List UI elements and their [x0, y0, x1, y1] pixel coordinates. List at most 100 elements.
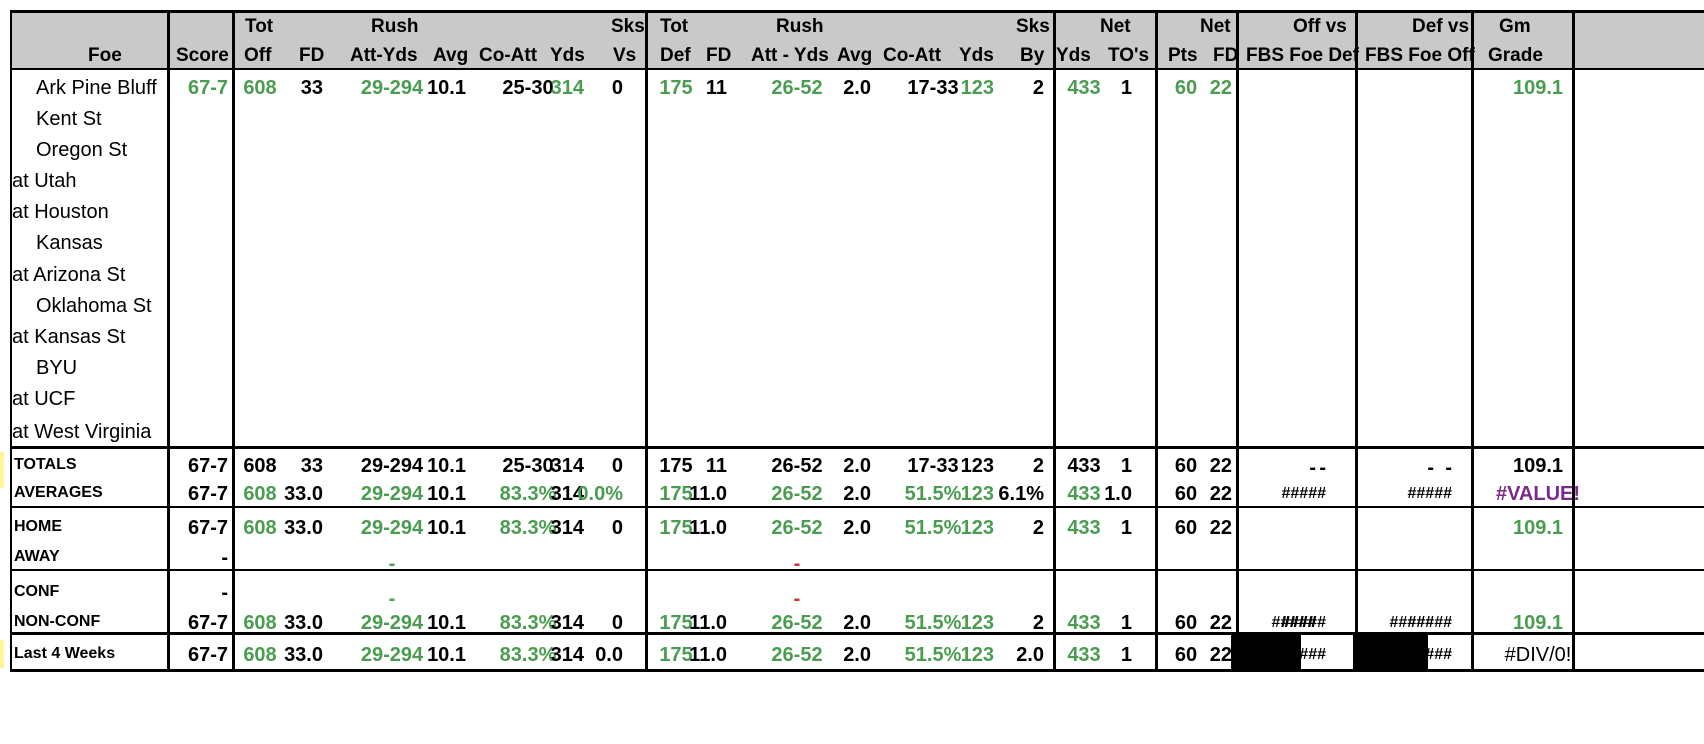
- header-off-vs-2[interactable]: FBS Foe Def: [1246, 45, 1359, 66]
- totals-co-att[interactable]: 25-30: [502, 455, 554, 477]
- totals-avg2[interactable]: 2.0: [843, 455, 871, 477]
- home-co-att2[interactable]: 51.5%: [904, 517, 962, 539]
- game-foe[interactable]: at Houston: [12, 201, 109, 223]
- totals-def-b[interactable]: -: [1445, 457, 1452, 479]
- game-co-att[interactable]: 25-30: [502, 77, 554, 99]
- totals-net-fd[interactable]: 22: [1209, 455, 1232, 477]
- header-score[interactable]: Score: [176, 45, 229, 66]
- totals-tos[interactable]: 1: [1120, 455, 1132, 477]
- game-foe[interactable]: Oklahoma St: [36, 295, 152, 317]
- game-net-fd[interactable]: 22: [1209, 77, 1232, 99]
- nonconf-net-pts[interactable]: 60: [1174, 612, 1198, 634]
- header-avg2[interactable]: Avg: [837, 45, 873, 66]
- averages-rush2[interactable]: 26-52: [771, 483, 823, 505]
- game-net-pts[interactable]: 60: [1174, 77, 1198, 99]
- nonconf-def-b[interactable]: #####: [1407, 614, 1453, 631]
- averages-fd2[interactable]: 11.0: [689, 483, 727, 505]
- game-co-att2[interactable]: 17-33: [907, 77, 959, 99]
- home-co-att[interactable]: 83.3%: [499, 517, 557, 539]
- last4-net-pts[interactable]: 60: [1174, 644, 1198, 666]
- header-sks-by-1[interactable]: Sks: [1016, 16, 1050, 37]
- nonconf-grade[interactable]: 109.1: [1512, 612, 1564, 634]
- averages-score[interactable]: 67-7: [187, 483, 228, 505]
- header-sks-by-2[interactable]: By: [1020, 45, 1045, 66]
- nonconf-yds[interactable]: 314: [550, 612, 584, 634]
- away-label[interactable]: AWAY: [14, 548, 60, 565]
- averages-def-b[interactable]: #####: [1407, 485, 1453, 502]
- header-net-2[interactable]: Net: [1200, 16, 1231, 37]
- last4-avg[interactable]: 10.1: [427, 644, 466, 666]
- averages-label[interactable]: AVERAGES: [14, 484, 103, 501]
- nonconf-label[interactable]: NON-CONF: [14, 613, 101, 630]
- header-net-fd[interactable]: FD: [1213, 45, 1239, 66]
- away-rush[interactable]: -: [388, 553, 396, 575]
- averages-yds[interactable]: 314: [550, 483, 584, 505]
- header-net-yds[interactable]: Yds: [1056, 45, 1091, 66]
- home-label[interactable]: HOME: [14, 518, 62, 535]
- totals-sks-vs[interactable]: 0: [611, 455, 623, 477]
- last4-yds[interactable]: 314: [550, 644, 584, 666]
- last4-co-att2[interactable]: 51.5%: [904, 644, 962, 666]
- game-grade[interactable]: 109.1: [1512, 77, 1564, 99]
- game-foe[interactable]: Kansas: [36, 232, 103, 254]
- nonconf-co-att2[interactable]: 51.5%: [904, 612, 962, 634]
- header-off-vs-1[interactable]: Off vs: [1293, 16, 1347, 37]
- totals-off-b[interactable]: -: [1319, 457, 1326, 479]
- nonconf-avg[interactable]: 10.1: [427, 612, 466, 634]
- last4-fd[interactable]: 33.0: [284, 644, 323, 666]
- game-foe[interactable]: Ark Pine Bluff: [36, 77, 157, 99]
- last4-score[interactable]: 67-7: [187, 644, 228, 666]
- nonconf-fd[interactable]: 33.0: [284, 612, 323, 634]
- header-rush-1[interactable]: Rush: [371, 16, 419, 37]
- totals-sks-by[interactable]: 2: [1032, 455, 1044, 477]
- totals-net-pts[interactable]: 60: [1174, 455, 1198, 477]
- away-score[interactable]: -: [221, 547, 228, 569]
- averages-net-pts[interactable]: 60: [1174, 483, 1198, 505]
- nonconf-fd2[interactable]: 11.0: [689, 612, 727, 634]
- header-co-att2[interactable]: Co-Att: [883, 45, 942, 66]
- totals-off-a[interactable]: -: [1309, 457, 1316, 479]
- header-avg[interactable]: Avg: [433, 45, 469, 66]
- nonconf-tot-def[interactable]: 175: [659, 612, 693, 634]
- averages-off-b[interactable]: #####: [1281, 485, 1327, 502]
- nonconf-yds2[interactable]: 123: [960, 612, 994, 634]
- game-sks-vs[interactable]: 0: [611, 77, 623, 99]
- home-tos[interactable]: 1: [1120, 517, 1132, 539]
- nonconf-net-fd[interactable]: 22: [1209, 612, 1232, 634]
- totals-fd[interactable]: 33: [300, 455, 323, 477]
- nonconf-net-yds[interactable]: 433: [1067, 612, 1101, 634]
- header-tot-def-2[interactable]: Def: [660, 45, 691, 66]
- averages-avg[interactable]: 10.1: [427, 483, 466, 505]
- totals-rush[interactable]: 29-294: [360, 455, 424, 477]
- game-foe[interactable]: at Kansas St: [12, 326, 126, 348]
- last4-grade[interactable]: #DIV/0!: [1504, 644, 1572, 666]
- game-foe[interactable]: BYU: [36, 357, 78, 379]
- game-score[interactable]: 67-7: [187, 77, 228, 99]
- last4-tot-off[interactable]: 608: [243, 644, 277, 666]
- last4-tot-def[interactable]: 175: [659, 644, 693, 666]
- last4-co-att[interactable]: 83.3%: [499, 644, 557, 666]
- averages-sks-by[interactable]: 6.1%: [998, 483, 1044, 505]
- last4-label[interactable]: Last 4 Weeks: [14, 645, 116, 662]
- nonconf-rush2[interactable]: 26-52: [771, 612, 823, 634]
- header-def-vs-1[interactable]: Def vs: [1412, 16, 1470, 37]
- home-fd[interactable]: 33.0: [284, 517, 323, 539]
- totals-yds[interactable]: 314: [550, 455, 584, 477]
- game-yds[interactable]: 314: [550, 77, 584, 99]
- header-sks-vs-1[interactable]: Sks: [611, 16, 645, 37]
- header-net-pts[interactable]: Pts: [1168, 45, 1198, 66]
- averages-rush[interactable]: 29-294: [360, 483, 424, 505]
- header-rush2-1[interactable]: Rush: [776, 16, 824, 37]
- header-tot-off-1[interactable]: Tot: [245, 16, 274, 37]
- header-net-1[interactable]: Net: [1100, 16, 1131, 37]
- home-yds2[interactable]: 123: [960, 517, 994, 539]
- averages-tot-off[interactable]: 608: [243, 483, 277, 505]
- last4-sks-by[interactable]: 2.0: [1016, 644, 1044, 666]
- header-rush-2[interactable]: Att-Yds: [350, 45, 418, 66]
- averages-net-yds[interactable]: 433: [1067, 483, 1101, 505]
- totals-rush2[interactable]: 26-52: [771, 455, 823, 477]
- totals-yds2[interactable]: 123: [960, 455, 994, 477]
- header-rush2-2[interactable]: Att - Yds: [751, 45, 829, 66]
- nonconf-def-a[interactable]: #####: [1389, 614, 1435, 631]
- home-avg2[interactable]: 2.0: [843, 517, 871, 539]
